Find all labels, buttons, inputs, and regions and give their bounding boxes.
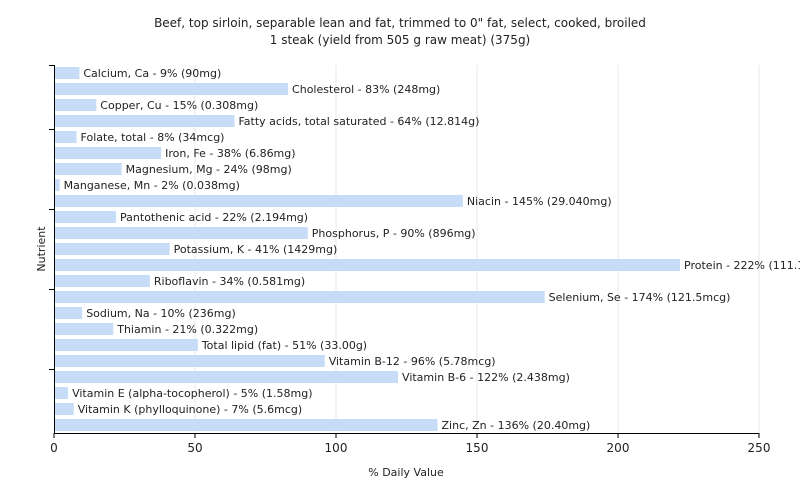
bar-label: Vitamin K (phylloquinone) - 7% (5.6mcg) — [78, 403, 302, 416]
bar — [55, 99, 97, 111]
bar-label: Vitamin B-6 - 122% (2.438mg) — [402, 371, 570, 384]
bar-label: Magnesium, Mg - 24% (98mg) — [126, 163, 292, 176]
bar — [55, 355, 325, 367]
bar — [55, 419, 438, 431]
bar — [55, 179, 60, 191]
bar-label: Protein - 222% (111.19g) — [684, 259, 800, 272]
bar — [55, 259, 681, 271]
bar — [55, 227, 308, 239]
bar — [55, 163, 122, 175]
bar-label: Thiamin - 21% (0.322mg) — [116, 323, 258, 336]
bar-label: Vitamin E (alpha-tocopherol) - 5% (1.58m… — [72, 387, 312, 400]
bar — [55, 147, 162, 159]
bars: Calcium, Ca - 9% (90mg) Cholesterol - 83%… — [55, 67, 800, 432]
bar — [55, 403, 74, 415]
bar-label: Iron, Fe - 38% (6.86mg) — [165, 147, 295, 160]
x-tick-label: 0 — [50, 441, 58, 455]
bar — [55, 323, 114, 335]
bar-label: Potassium, K - 41% (1429mg) — [174, 243, 338, 256]
bar — [55, 275, 150, 287]
bar — [55, 83, 289, 95]
x-tick-label: 100 — [325, 441, 348, 455]
chart-title: Beef, top sirloin, separable lean and fa… — [154, 16, 646, 30]
bar-label: Zinc, Zn - 136% (20.40mg) — [442, 419, 591, 432]
bar — [55, 67, 80, 79]
x-tick-label: 200 — [607, 441, 630, 455]
bar-label: Selenium, Se - 174% (121.5mcg) — [549, 291, 731, 304]
bar — [55, 195, 463, 207]
bar — [55, 371, 399, 383]
y-axis-title: Nutrient — [35, 226, 48, 272]
x-tick-label: 250 — [748, 441, 771, 455]
bar-label: Vitamin B-12 - 96% (5.78mcg) — [329, 355, 496, 368]
bar-label: Total lipid (fat) - 51% (33.00g) — [201, 339, 367, 352]
bar-label: Folate, total - 8% (34mcg) — [81, 131, 225, 144]
bar-label: Cholesterol - 83% (248mg) — [292, 83, 440, 96]
bar-label: Fatty acids, total saturated - 64% (12.8… — [238, 115, 479, 128]
bar-label: Sodium, Na - 10% (236mg) — [86, 307, 236, 320]
bar — [55, 131, 77, 143]
bar — [55, 115, 235, 127]
bar-label: Calcium, Ca - 9% (90mg) — [83, 67, 221, 80]
axes: 0 50 100 150 200 250 — [49, 65, 770, 455]
x-tick-label: 50 — [187, 441, 202, 455]
bar-label: Copper, Cu - 15% (0.308mg) — [100, 99, 258, 112]
bar — [55, 339, 198, 351]
bar-label: Manganese, Mn - 2% (0.038mg) — [64, 179, 240, 192]
bar-label: Niacin - 145% (29.040mg) — [467, 195, 612, 208]
bar — [55, 211, 117, 223]
bar — [55, 387, 69, 399]
x-axis-title: % Daily Value — [368, 466, 444, 479]
bar — [55, 291, 545, 303]
bar-label: Phosphorus, P - 90% (896mg) — [312, 227, 476, 240]
chart-subtitle: 1 steak (yield from 505 g raw meat) (375… — [270, 33, 531, 47]
bar-label: Pantothenic acid - 22% (2.194mg) — [120, 211, 308, 224]
bar — [55, 307, 83, 319]
x-tick-label: 150 — [466, 441, 489, 455]
bar-label: Riboflavin - 34% (0.581mg) — [154, 275, 305, 288]
bar — [55, 243, 170, 255]
